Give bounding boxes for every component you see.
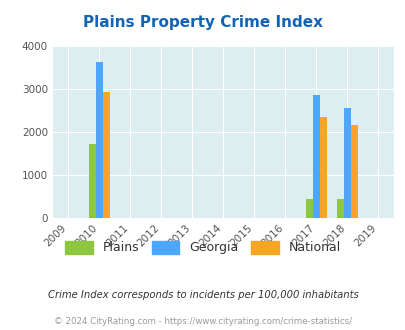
Text: Crime Index corresponds to incidents per 100,000 inhabitants: Crime Index corresponds to incidents per… — [47, 290, 358, 300]
Bar — [312, 95, 319, 218]
Bar — [89, 144, 96, 218]
Bar — [305, 199, 312, 218]
Bar — [336, 199, 343, 218]
Bar — [96, 62, 102, 218]
Legend: Plains, Georgia, National: Plains, Georgia, National — [60, 236, 345, 259]
Bar — [319, 116, 326, 218]
Text: © 2024 CityRating.com - https://www.cityrating.com/crime-statistics/: © 2024 CityRating.com - https://www.city… — [54, 317, 351, 326]
Text: Plains Property Crime Index: Plains Property Crime Index — [83, 15, 322, 30]
Bar — [343, 108, 350, 218]
Bar — [102, 92, 109, 218]
Bar — [350, 125, 357, 218]
